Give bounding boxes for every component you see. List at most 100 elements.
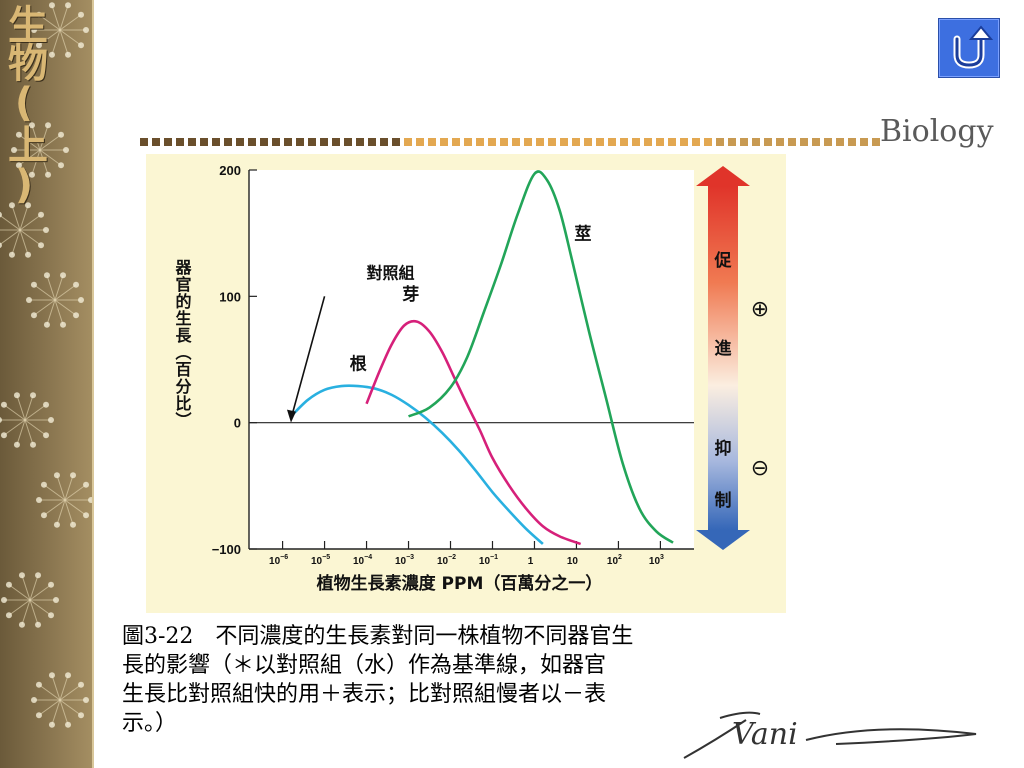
brand-title: Biology [880,114,994,149]
sidebar-seed-stroke [16,419,26,445]
divider-segment [728,138,736,146]
caption-line: 生長比對照組快的用＋表示；比對照組慢者以－表 [122,682,607,707]
divider-segment [332,138,340,146]
sidebar-seed-dot [58,131,65,138]
sidebar-seed-dot [28,171,35,178]
sidebar-seed-stroke [54,299,77,316]
sidebar-seed-dot [35,712,42,719]
divider-segment [512,138,520,146]
sidebar-seed-stroke [54,284,77,301]
sidebar-seed-dot [38,211,45,218]
sidebar-seed-dot [78,11,85,18]
divider-segment [596,138,604,146]
sidebar-seed-dot [30,441,37,448]
divider-segment [716,138,724,146]
sidebar-seed-stroke [43,499,66,516]
divider-segment [644,138,652,146]
sidebar-seed-dot [0,432,7,439]
sidebar-seed-stroke [21,575,31,601]
y-tick-label: 200 [219,163,241,178]
sidebar-seed-dot [78,297,84,303]
sidebar-seed-dot [5,581,12,588]
x-tick-label: 10−3 [395,554,414,567]
divider-segment [200,138,208,146]
sidebar-seed-dot [65,672,72,679]
sidebar-seed-stroke [24,419,34,445]
sidebar-seed-dot [28,122,35,129]
divider-segment [272,138,280,146]
x-tick-label: 10−2 [437,554,456,567]
divider-segment [140,138,148,146]
sidebar-seed-stroke [39,125,49,151]
sidebar-seed-dot [35,11,42,18]
divider-segment [260,138,268,146]
divider-segment [824,138,832,146]
sidebar-seed-dot [45,122,52,129]
sidebar-seed-stroke [33,284,56,301]
sidebar-seed-stroke [8,599,31,616]
sidebar-seed-stroke [51,29,61,55]
x-tick-label: 10−4 [353,554,372,567]
x-tick-label: 10−6 [269,554,288,567]
sidebar-seed-stroke [0,229,21,246]
divider-segment [308,138,316,146]
sidebar-seed-stroke [24,419,47,436]
x-tick-label: 10 [567,556,579,567]
u-turn-icon [953,25,994,69]
sidebar-seed-dot [78,712,85,719]
sidebar-seed-dot [48,2,55,9]
sidebar-seed-stroke [3,404,26,421]
divider-segment [500,138,508,146]
header-divider [140,138,880,146]
divider-segment [176,138,184,146]
sidebar-seed-dot [70,521,77,528]
side-bar-char: 進 [715,339,732,359]
sidebar-seed-dot [35,42,42,49]
divider-segment [416,138,424,146]
sidebar-seed-dot [53,597,59,603]
sidebar-seed-stroke [59,675,69,701]
divider-segment [536,138,544,146]
sidebar-seed-dot [48,672,55,679]
sidebar-seed-stroke [51,675,61,701]
sidebar-seed-dot [83,697,89,703]
sidebar-seed-stroke [18,149,41,166]
chart: 200 100 0 −100 10−6 10−5 10−4 10−3 10−2 10−1 1 10 10… [173,163,770,594]
sidebar-seed-stroke [56,475,66,501]
sidebar-seed-stroke [64,484,87,501]
sidebar: 生物(上) [0,0,94,768]
divider-segment [812,138,820,146]
divider-segment [392,138,400,146]
sidebar-seed-dot [18,572,25,579]
divider-segment [188,138,196,146]
sidebar-seed-dot [35,621,42,628]
sidebar-seed-dot [45,171,52,178]
sidebar-seed-dot [65,2,72,9]
sidebar-seed-stroke [59,699,69,725]
sidebar-seed-dot [15,162,22,169]
sidebar-seed-dot [36,497,42,503]
sidebar-seed-dot [0,401,7,408]
sidebar-seed-dot [88,497,92,503]
sidebar-seed-dot [83,481,90,488]
sidebar-seed-dot [48,417,54,423]
sidebar-seed-stroke [64,475,74,501]
sidebar-seed-dot [70,472,77,479]
sidebar-seed-stroke [39,134,62,151]
sidebar-seed-stroke [19,214,42,231]
divider-segment [608,138,616,146]
sidebar-seed-stroke [3,419,26,436]
divider-segment [776,138,784,146]
side-bar-char: 抑 [715,438,732,459]
sidebar-seed-dot [78,42,85,49]
sidebar-seed-stroke [19,229,29,255]
divider-segment [668,138,676,146]
sidebar-seed-stroke [64,499,87,516]
home-button[interactable] [938,18,1000,78]
divider-segment [356,138,364,146]
sidebar-seed-dot [48,721,55,728]
divider-segment [848,138,856,146]
promote-inhibit-bar [708,186,738,530]
divider-segment [548,138,556,146]
x-tick-label: 102 [607,554,622,567]
